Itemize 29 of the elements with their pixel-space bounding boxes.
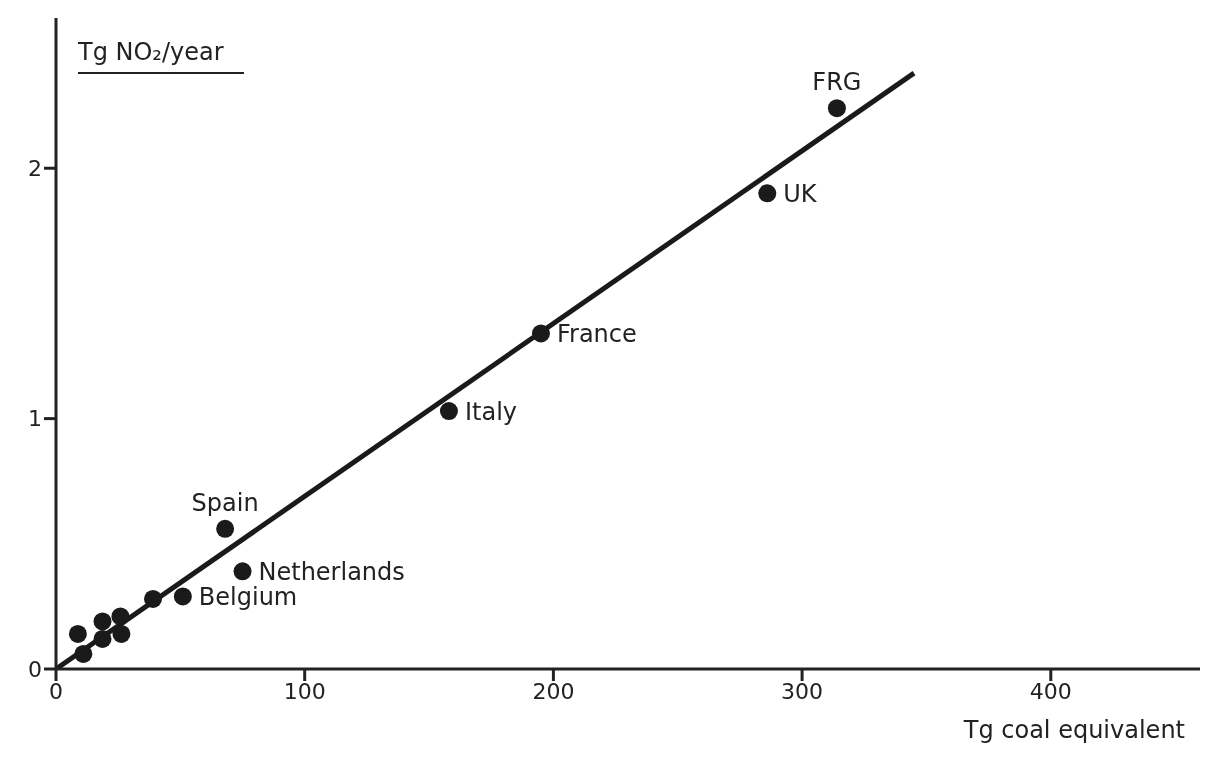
point — [112, 624, 131, 643]
point — [143, 589, 162, 608]
x-axis-title: Tg coal equivalent — [963, 716, 1185, 744]
point — [758, 184, 777, 203]
point — [173, 587, 192, 606]
x-tick-label: 0 — [49, 678, 63, 704]
y-axis-title: Tg NO₂/year — [78, 38, 244, 74]
point — [439, 402, 458, 421]
point — [93, 629, 112, 648]
annotation: UK — [783, 179, 818, 208]
point — [216, 519, 235, 538]
point — [233, 562, 252, 581]
x-tick-label: 200 — [532, 678, 575, 704]
x-tick-label: 300 — [781, 678, 824, 704]
point — [68, 624, 87, 643]
point — [74, 644, 93, 663]
annotation: France — [556, 320, 637, 348]
y-tick-label: 0 — [28, 656, 42, 682]
y-tick-label: 1 — [28, 406, 42, 432]
annotation: FRG — [812, 68, 862, 97]
point — [111, 607, 130, 626]
y-tick-label: 2 — [28, 156, 42, 182]
annotation: Italy — [464, 397, 518, 426]
x-tick-label: 100 — [283, 678, 326, 704]
annotation: Spain — [191, 488, 259, 517]
point — [93, 612, 112, 631]
point — [531, 324, 550, 343]
x-tick-label: 400 — [1029, 678, 1072, 704]
point — [827, 99, 846, 118]
